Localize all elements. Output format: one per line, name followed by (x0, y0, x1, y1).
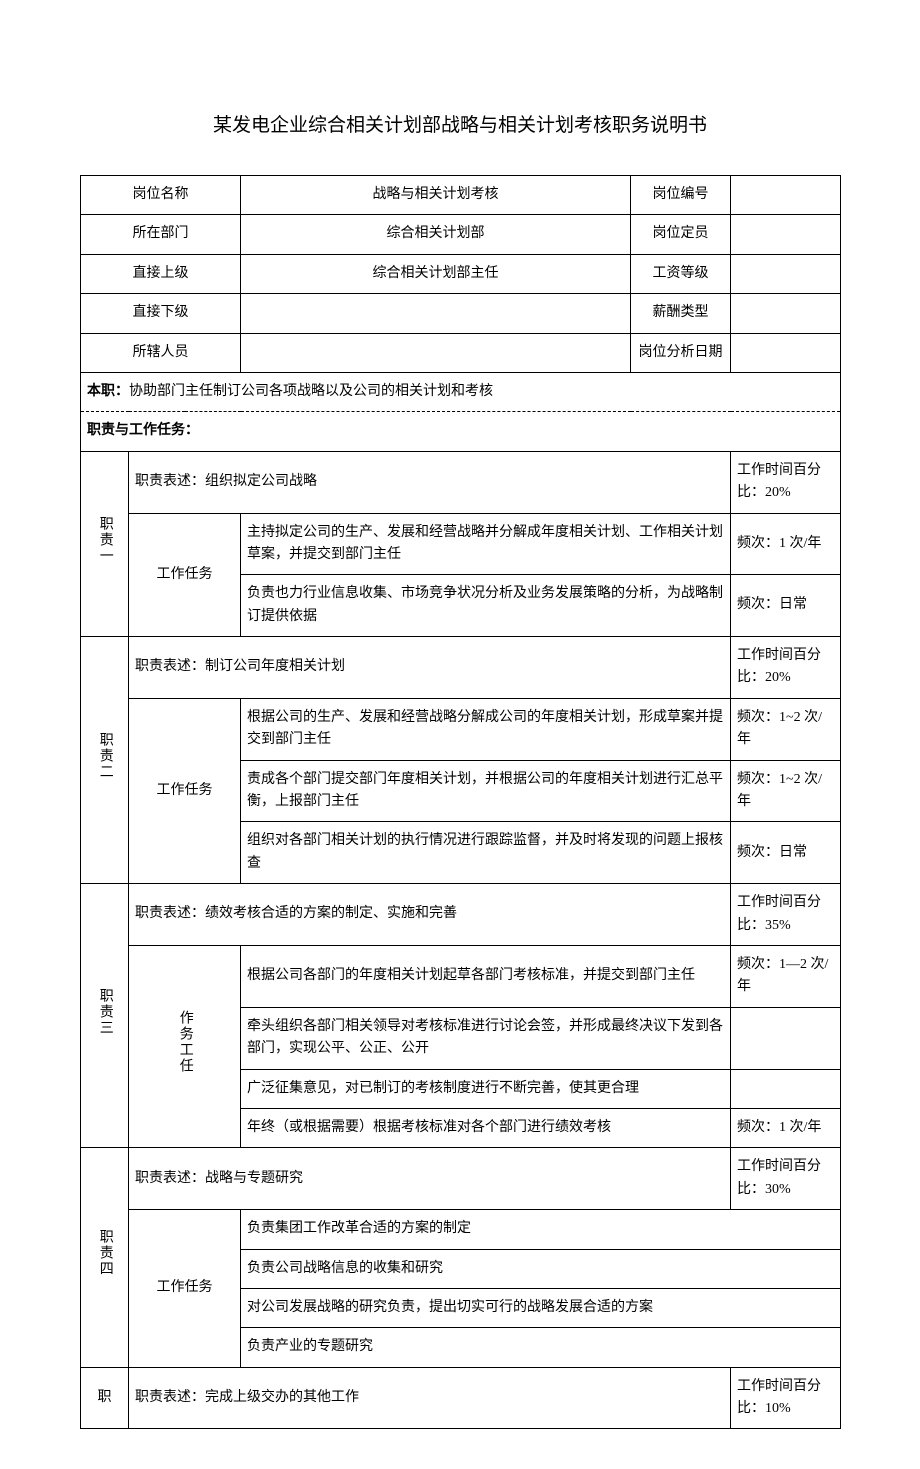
duty3-task4-freq: 频次：1 次/年 (731, 1108, 841, 1147)
duty5-desc: 职责表述：完成上级交办的其他工作 (129, 1367, 731, 1429)
duty3-task3-freq (731, 1069, 841, 1108)
hdr-subordinate-label: 直接下级 (81, 294, 241, 333)
hdr-analysis-date-value (731, 333, 841, 372)
duty2-task2-freq: 频次：1~2 次/年 (731, 760, 841, 822)
hdr-subordinate-value (241, 294, 631, 333)
hdr-position-name-value: 战略与相关计划考核 (241, 176, 631, 215)
hdr-pay-type-label: 薪酬类型 (631, 294, 731, 333)
duty3-task3: 广泛征集意见，对已制订的考核制度进行不断完善，使其更合理 (241, 1069, 731, 1108)
duty2-label: 职责二 (81, 637, 129, 884)
hdr-superior-label: 直接上级 (81, 254, 241, 293)
duty3-task1-freq: 频次：1—2 次/年 (731, 945, 841, 1007)
duty4-pct: 工作时间百分比：30% (731, 1148, 841, 1210)
job-spec-table: 岗位名称 战略与相关计划考核 岗位编号 所在部门 综合相关计划部 岗位定员 直接… (80, 175, 841, 1429)
hdr-analysis-date-label: 岗位分析日期 (631, 333, 731, 372)
duty3-pct: 工作时间百分比：35% (731, 884, 841, 946)
duty5-pct: 工作时间百分比：10% (731, 1367, 841, 1429)
duty2-task-label: 工作任务 (129, 698, 241, 883)
duty1-task1-freq: 频次：1 次/年 (731, 513, 841, 575)
duty1-task-label: 工作任务 (129, 513, 241, 637)
duty3-label: 职责三 (81, 884, 129, 1148)
duty1-label: 职责一 (81, 451, 129, 636)
hdr-dept-label: 所在部门 (81, 215, 241, 254)
hdr-superior-value: 综合相关计划部主任 (241, 254, 631, 293)
duty2-task2: 责成各个部门提交部门年度相关计划，并根据公司的年度相关计划进行汇总平衡，上报部门… (241, 760, 731, 822)
main-duty-row: 本职：协助部门主任制订公司各项战略以及公司的相关计划和考核 (81, 372, 841, 411)
duty4-task2: 负责公司战略信息的收集和研究 (241, 1249, 841, 1288)
duty3-task4: 年终（或根据需要）根据考核标准对各个部门进行绩效考核 (241, 1108, 731, 1147)
main-duty-label: 本职： (87, 384, 129, 399)
duty2-task3-freq: 频次：日常 (731, 822, 841, 884)
duty4-task1: 负责集团工作改革合适的方案的制定 (241, 1210, 841, 1249)
duty2-desc: 职责表述：制订公司年度相关计划 (129, 637, 731, 699)
duty1-task2-freq: 频次：日常 (731, 575, 841, 637)
duty4-task4: 负责产业的专题研究 (241, 1328, 841, 1367)
duty1-task1: 主持拟定公司的生产、发展和经营战略并分解成年度相关计划、工作相关计划草案，并提交… (241, 513, 731, 575)
hdr-salary-grade-label: 工资等级 (631, 254, 731, 293)
duty4-task-label: 工作任务 (129, 1210, 241, 1368)
duty2-task3: 组织对各部门相关计划的执行情况进行跟踪监督，并及时将发现的问题上报核查 (241, 822, 731, 884)
main-duty-text: 协助部门主任制订公司各项战略以及公司的相关计划和考核 (129, 384, 493, 399)
duty3-desc: 职责表述：绩效考核合适的方案的制定、实施和完善 (129, 884, 731, 946)
hdr-headcount-label: 岗位定员 (631, 215, 731, 254)
duty4-desc: 职责表述：战略与专题研究 (129, 1148, 731, 1210)
duty2-pct: 工作时间百分比：20% (731, 637, 841, 699)
hdr-dept-value: 综合相关计划部 (241, 215, 631, 254)
duty4-label: 职责四 (81, 1148, 129, 1367)
duty2-task1: 根据公司的生产、发展和经营战略分解成公司的年度相关计划，形成草案并提交到部门主任 (241, 698, 731, 760)
hdr-staff-value (241, 333, 631, 372)
duty3-task2-freq (731, 1007, 841, 1069)
duty1-task2: 负责也力行业信息收集、市场竞争状况分析及业务发展策略的分析，为战略制订提供依据 (241, 575, 731, 637)
duty3-task1: 根据公司各部门的年度相关计划起草各部门考核标准，并提交到部门主任 (241, 945, 731, 1007)
duty3-task-label: 作务工任 (129, 945, 241, 1147)
hdr-salary-grade-value (731, 254, 841, 293)
duty4-task3: 对公司发展战略的研究负责，提出切实可行的战略发展合适的方案 (241, 1288, 841, 1327)
duty5-label: 职 (81, 1367, 129, 1429)
duty2-task1-freq: 频次：1~2 次/年 (731, 698, 841, 760)
hdr-headcount-value (731, 215, 841, 254)
page-title: 某发电企业综合相关计划部战略与相关计划考核职务说明书 (80, 110, 840, 137)
hdr-position-code-value (731, 176, 841, 215)
duty3-task2: 牵头组织各部门相关领导对考核标准进行讨论会签，并形成最终决议下发到各部门，实现公… (241, 1007, 731, 1069)
duty1-pct: 工作时间百分比：20% (731, 451, 841, 513)
section-title: 职责与工作任务： (81, 412, 841, 451)
hdr-position-name-label: 岗位名称 (81, 176, 241, 215)
hdr-pay-type-value (731, 294, 841, 333)
hdr-staff-label: 所辖人员 (81, 333, 241, 372)
duty1-desc: 职责表述：组织拟定公司战略 (129, 451, 731, 513)
hdr-position-code-label: 岗位编号 (631, 176, 731, 215)
